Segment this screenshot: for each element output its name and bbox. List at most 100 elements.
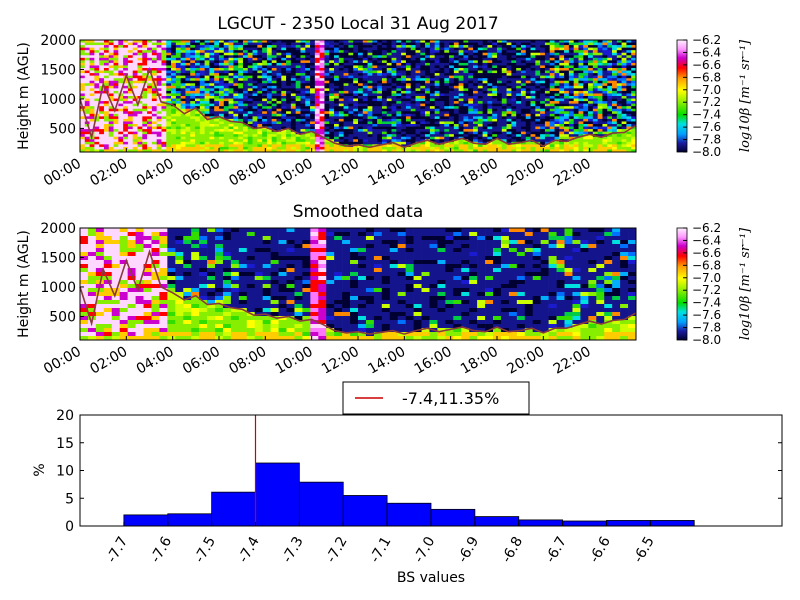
heatmap-cell xyxy=(497,131,503,135)
heatmap-cell xyxy=(147,126,153,130)
heatmap-cell xyxy=(497,93,503,97)
heatmap-cell xyxy=(607,50,613,54)
heatmap-cell xyxy=(439,93,445,97)
heatmap-cell xyxy=(219,134,225,138)
heatmap-cell xyxy=(592,146,598,150)
heatmap-cell xyxy=(171,141,177,145)
heatmap-cell xyxy=(468,121,474,125)
heatmap-cell xyxy=(233,124,239,127)
heatmap-cell xyxy=(247,121,253,125)
heatmap-cell xyxy=(89,144,95,148)
heatmap-cell xyxy=(549,116,555,120)
heatmap-cell xyxy=(166,50,172,54)
heatmap-cell xyxy=(281,78,287,82)
heatmap-cell xyxy=(458,73,464,76)
heatmap-cell xyxy=(420,75,426,79)
heatmap-cell xyxy=(607,113,613,117)
heatmap-cell xyxy=(185,134,191,138)
heatmap-cell xyxy=(405,47,412,51)
heatmap-cell xyxy=(353,106,359,110)
heatmap-cell xyxy=(535,65,541,69)
heatmap-cell xyxy=(132,146,138,150)
heatmap-cell xyxy=(252,136,258,140)
heatmap-cell xyxy=(540,136,546,140)
heatmap-cell xyxy=(118,60,124,64)
heatmap-cell xyxy=(180,80,186,84)
heatmap-cell xyxy=(381,116,388,120)
heatmap-cell xyxy=(568,52,574,56)
heatmap-cell xyxy=(343,88,349,92)
heatmap-cell xyxy=(554,62,560,66)
heatmap-cell xyxy=(482,126,488,130)
heatmap-cell xyxy=(348,45,354,48)
heatmap-cell xyxy=(410,88,416,92)
heatmap-cell xyxy=(540,85,546,89)
heatmap-cell xyxy=(530,113,536,117)
heatmap-cell xyxy=(209,134,215,138)
heatmap-cell xyxy=(568,75,574,79)
heatmap-cell xyxy=(583,98,589,102)
heatmap-cell xyxy=(501,108,507,112)
heatmap-cell xyxy=(99,80,105,84)
heatmap-cell xyxy=(396,134,402,138)
heatmap-cell xyxy=(338,144,344,148)
heatmap-cell xyxy=(358,78,364,82)
heatmap-cell xyxy=(458,113,464,117)
heatmap-cell xyxy=(353,42,359,46)
heatmap-cell xyxy=(477,73,483,76)
heatmap-cell xyxy=(185,149,191,153)
heatmap-cell xyxy=(80,90,86,94)
heatmap-cell xyxy=(209,108,215,112)
heatmap-cell xyxy=(89,62,95,66)
heatmap-cell xyxy=(367,73,373,76)
heatmap-cell xyxy=(247,47,253,51)
heatmap-cell xyxy=(151,70,157,74)
heatmap-cell xyxy=(616,103,622,107)
heatmap-cell xyxy=(271,124,277,127)
heatmap-cell xyxy=(209,47,215,51)
heatmap-cell xyxy=(190,124,196,127)
heatmap-cell xyxy=(314,144,320,148)
heatmap-cell xyxy=(554,45,560,48)
heatmap-cell xyxy=(305,144,311,148)
heatmap-cell xyxy=(314,83,320,87)
heatmap-cell xyxy=(290,75,296,79)
heatmap-cell xyxy=(391,124,397,127)
heatmap-cell xyxy=(132,40,138,43)
heatmap-cell xyxy=(439,83,445,87)
heatmap-cell xyxy=(420,90,426,94)
heatmap-cell xyxy=(477,144,483,148)
heatmap-cell xyxy=(195,118,201,122)
heatmap-cell xyxy=(161,55,167,59)
heatmap-cell xyxy=(425,96,431,99)
heatmap-cell xyxy=(127,116,134,120)
heatmap-cell xyxy=(367,52,373,56)
heatmap-cell xyxy=(492,118,498,122)
heatmap-cell xyxy=(238,141,244,145)
heatmap-cell xyxy=(511,62,517,66)
heatmap-cell xyxy=(161,108,167,112)
heatmap-cell xyxy=(94,149,100,153)
heatmap-cell xyxy=(103,83,110,87)
heatmap-cell xyxy=(497,47,503,51)
heatmap-cell xyxy=(497,57,503,61)
heatmap-cell xyxy=(199,45,205,48)
heatmap-cell xyxy=(223,68,229,71)
heatmap-cell xyxy=(319,101,325,104)
heatmap-cell xyxy=(137,111,143,115)
heatmap-cell xyxy=(396,131,402,135)
heatmap-cell xyxy=(602,60,608,64)
heatmap-cell xyxy=(295,149,301,153)
heatmap-cell xyxy=(123,126,129,130)
heatmap-cell xyxy=(209,80,215,84)
heatmap-cell xyxy=(506,40,512,43)
heatmap-cell xyxy=(204,40,210,43)
heatmap-cell xyxy=(616,101,622,104)
heatmap-cell xyxy=(396,106,402,110)
heatmap-cell xyxy=(94,60,100,64)
heatmap-cell xyxy=(372,108,378,112)
heatmap-cell xyxy=(501,96,507,99)
heatmap-cell xyxy=(520,131,527,135)
heatmap-cell xyxy=(401,90,407,94)
heatmap-cell xyxy=(391,83,397,87)
